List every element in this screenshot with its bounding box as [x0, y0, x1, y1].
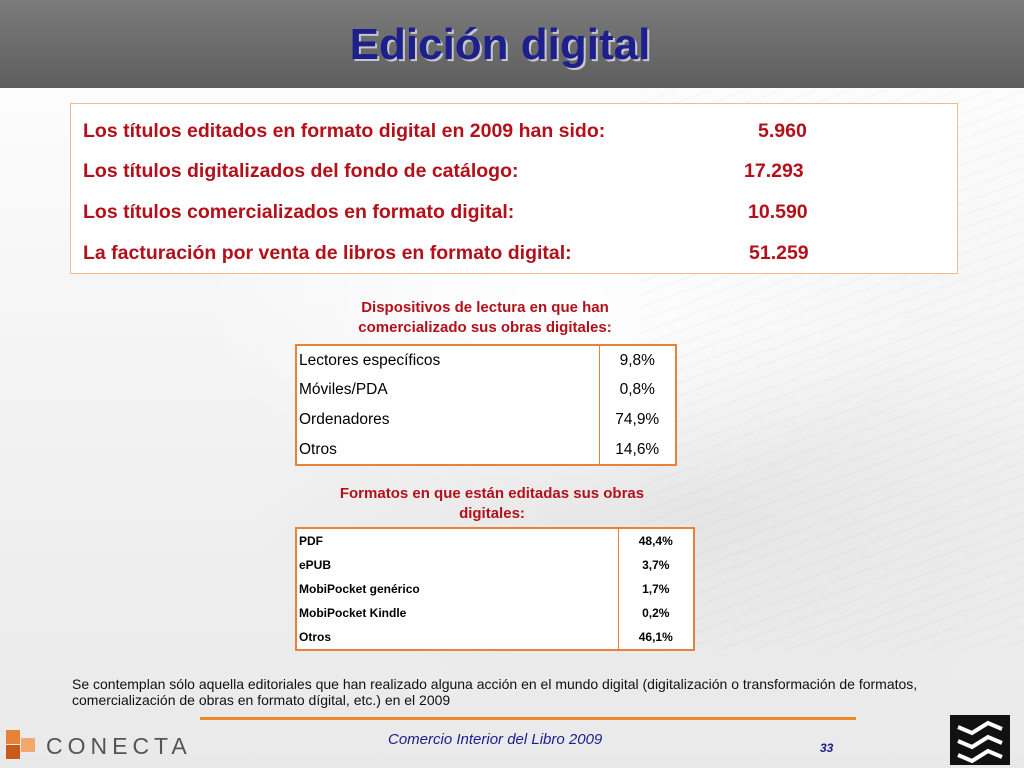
table-row: Otros 14,6% [296, 435, 676, 465]
summary-label: Los títulos comercializados en formato d… [83, 201, 515, 223]
title-bar: Edición digital [0, 0, 1024, 88]
table-cell-value: 3,7% [617, 552, 694, 577]
table-cell-label: Otros [299, 630, 332, 645]
summary-label: La facturación por venta de libros en fo… [83, 242, 572, 264]
table-cell-label: PDF [299, 533, 323, 548]
table-row: MobiPocket Kindle 0,2% [296, 601, 694, 626]
table-cell-value: 9,8% [598, 345, 676, 375]
table-cell-value: 0,2% [617, 601, 694, 626]
summary-row: Los títulos editados en formato digital … [83, 120, 943, 150]
summary-label: Los títulos editados en formato digital … [83, 120, 606, 142]
table-cell-value: 48,4% [617, 528, 694, 553]
table-row: Móviles/PDA 0,8% [296, 375, 676, 405]
conecta-logo-mark-icon [6, 730, 35, 759]
conecta-logo-text: CONECTA [46, 733, 192, 759]
summary-row: Los títulos digitalizados del fondo de c… [83, 160, 943, 190]
summary-box: Los títulos editados en formato digital … [70, 103, 958, 274]
table-row: PDF 48,4% [296, 528, 694, 553]
footer-subtitle: Comercio Interior del Libro 2009 [388, 731, 603, 748]
summary-value: 17.293 [744, 160, 804, 182]
devices-caption-line: comercializado sus obras digitales: [358, 319, 612, 336]
summary-value: 51.259 [749, 242, 809, 264]
publisher-emblem-icon [950, 715, 1010, 765]
table-cell-value: 1,7% [617, 576, 694, 602]
formats-caption: Formatos en que están editadas sus obras… [296, 484, 688, 524]
table-cell-value: 46,1% [617, 625, 694, 650]
summary-label: Los títulos digitalizados del fondo de c… [83, 160, 519, 182]
table-cell-value: 74,9% [598, 405, 676, 435]
table-cell-label: Ordenadores [299, 411, 390, 428]
table-cell-label: Otros [299, 440, 337, 458]
formats-table: PDF 48,4% ePUB 3,7% MobiPocket genérico … [295, 527, 695, 651]
table-cell-label: Lectores específicos [299, 351, 441, 369]
slide-title: Edición digital [349, 20, 651, 69]
table-cell-value: 14,6% [598, 435, 676, 465]
table-cell-label: MobiPocket genérico [299, 581, 420, 596]
summary-row: Los títulos comercializados en formato d… [83, 201, 943, 231]
table-row: Ordenadores 74,9% [296, 405, 676, 435]
table-cell-label: ePUB [299, 557, 332, 572]
summary-row: La facturación por venta de libros en fo… [83, 242, 943, 272]
conecta-logo: CONECTA [6, 730, 187, 760]
table-row: MobiPocket genérico 1,7% [296, 576, 694, 602]
footnote: Se contemplan sólo aquella editoriales q… [72, 676, 918, 708]
devices-table: Lectores específicos 9,8% Móviles/PDA 0,… [295, 344, 677, 466]
devices-caption: Dispositivos de lectura en que han comer… [300, 298, 670, 338]
page-number: 33 [820, 741, 834, 755]
summary-value: 10.590 [748, 201, 808, 223]
formats-caption-line: digitales: [459, 505, 525, 522]
table-cell-value: 0,8% [598, 375, 676, 405]
table-cell-label: MobiPocket Kindle [299, 606, 407, 621]
table-row: Lectores específicos 9,8% [296, 345, 676, 375]
devices-caption-line: Dispositivos de lectura en que han [361, 299, 609, 316]
table-cell-label: Móviles/PDA [299, 381, 388, 398]
summary-value: 5.960 [758, 120, 807, 142]
table-row: ePUB 3,7% [296, 552, 694, 577]
table-row: Otros 46,1% [296, 625, 694, 650]
footer-divider [200, 717, 856, 720]
formats-caption-line: Formatos en que están editadas sus obras [339, 485, 645, 502]
